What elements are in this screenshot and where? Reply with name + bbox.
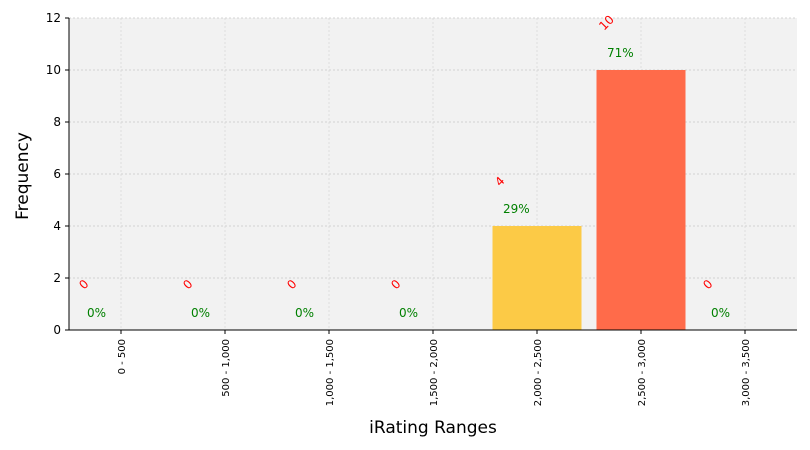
percent-label: 0% <box>191 306 210 320</box>
percent-label: 0% <box>87 306 106 320</box>
y-axis-title: Frequency <box>13 132 33 220</box>
x-axis-title: iRating Ranges <box>369 418 497 438</box>
x-tick-label: 500 - 1,000 <box>221 339 232 397</box>
x-ticks: 0 - 500 500 - 1,000 1,000 - 1,500 1,500 - 2… <box>117 330 752 406</box>
x-tick-label: 3,000 - 3,500 <box>741 339 752 406</box>
y-tick-label: 12 <box>46 11 61 25</box>
percent-label: 71% <box>607 46 634 60</box>
x-tick-label: 2,000 - 2,500 <box>533 339 544 406</box>
percent-label: 0% <box>399 306 418 320</box>
x-tick-label: 1,500 - 2,000 <box>429 339 440 406</box>
y-tick-label: 2 <box>53 271 61 285</box>
bar <box>492 226 582 330</box>
x-tick-label: 0 - 500 <box>117 339 128 374</box>
y-tick-label: 6 <box>53 167 61 181</box>
bar <box>596 70 686 330</box>
y-tick-label: 0 <box>53 323 61 337</box>
y-tick-label: 8 <box>53 115 61 129</box>
y-tick-label: 4 <box>53 219 61 233</box>
y-tick-label: 10 <box>46 63 61 77</box>
percent-label: 0% <box>711 306 730 320</box>
percent-label: 29% <box>503 202 530 216</box>
percent-label: 0% <box>295 306 314 320</box>
y-ticks: 0 2 4 6 8 10 12 <box>46 11 69 337</box>
bars <box>492 70 686 330</box>
x-tick-label: 2,500 - 3,000 <box>637 339 648 406</box>
x-tick-label: 1,000 - 1,500 <box>325 339 336 406</box>
